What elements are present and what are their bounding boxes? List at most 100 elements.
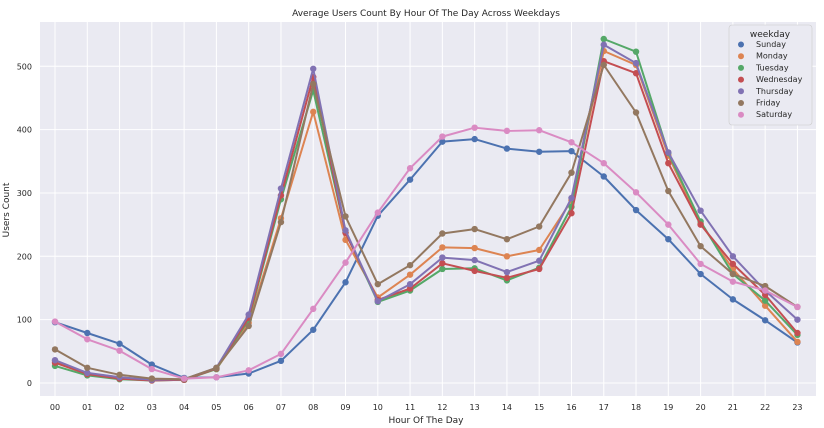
data-point [84, 329, 91, 337]
y-tick-label: 0 [27, 379, 32, 388]
data-point [697, 242, 704, 250]
data-point [761, 287, 769, 294]
data-point [794, 338, 801, 346]
data-point [213, 374, 220, 381]
grid-lines [40, 22, 816, 396]
x-tick-label: 19 [663, 403, 673, 412]
x-tick-label: 11 [405, 403, 415, 412]
data-point [761, 317, 769, 324]
data-point [148, 365, 156, 373]
data-point [277, 357, 285, 365]
y-tick-label: 200 [17, 252, 32, 261]
data-point [406, 280, 414, 288]
legend-label: Tuesday [755, 63, 789, 72]
x-tick-label: 06 [244, 403, 254, 412]
series-saturday [51, 124, 801, 382]
data-point [632, 70, 640, 77]
x-tick-label: 18 [631, 403, 641, 412]
data-point [503, 274, 511, 282]
data-point [600, 159, 607, 167]
series-line [54, 126, 798, 380]
x-tick-label: 17 [599, 403, 609, 412]
data-point [277, 350, 285, 358]
x-tick-label: 01 [82, 403, 92, 412]
legend-marker [738, 64, 744, 71]
data-point [600, 35, 607, 43]
data-point [729, 278, 737, 285]
data-point [568, 147, 575, 155]
data-point [374, 298, 381, 305]
y-axis-ticks: 0 100 200 300 400 500 [17, 62, 32, 388]
data-point [471, 256, 478, 264]
data-point [310, 326, 317, 333]
x-tick-label: 14 [502, 403, 512, 412]
data-point [342, 259, 349, 266]
data-point [536, 265, 543, 273]
data-point [439, 230, 446, 237]
data-point [374, 280, 381, 288]
series-line [54, 64, 798, 381]
data-point [310, 305, 317, 313]
data-point [729, 296, 737, 303]
data-point [342, 279, 349, 286]
data-point [761, 282, 769, 290]
data-point [665, 149, 672, 156]
legend: weekday Sunday Monday Tuesday Wednesday Thur… [728, 24, 813, 126]
data-point [310, 108, 317, 116]
x-tick-label: 08 [308, 403, 318, 412]
x-axis-label: Hour Of The Day [388, 416, 464, 426]
data-point [439, 260, 446, 267]
plot-area [40, 22, 816, 396]
data-point [148, 375, 156, 382]
data-point [697, 260, 704, 268]
data-point [277, 185, 285, 192]
data-point [406, 271, 414, 278]
data-point [632, 59, 640, 67]
data-point [600, 61, 607, 69]
data-point [761, 302, 769, 309]
legend-label: Saturday [756, 110, 792, 119]
y-tick-label: 300 [17, 189, 32, 198]
data-point [84, 364, 91, 371]
legend-label: Monday [756, 52, 788, 61]
data-point [665, 221, 672, 228]
data-point [794, 303, 801, 311]
data-point [794, 316, 801, 323]
data-point [697, 207, 704, 214]
data-point [148, 361, 156, 368]
series-line [54, 138, 798, 379]
legend-items: Sunday Monday Tuesday Wednesday Thursday Frid… [738, 40, 803, 119]
legend-marker [738, 53, 744, 60]
data-point [697, 270, 704, 278]
data-point [568, 139, 575, 146]
x-tick-label: 16 [566, 403, 576, 412]
legend-box [728, 24, 813, 126]
data-point [503, 235, 511, 243]
x-tick-label: 15 [534, 403, 544, 412]
data-point [632, 48, 640, 55]
x-tick-label: 09 [340, 403, 350, 412]
y-axis-label: Users Count [2, 182, 12, 237]
data-point [51, 356, 59, 364]
data-point [665, 187, 672, 195]
x-tick-label: 00 [50, 403, 60, 412]
data-point [471, 244, 478, 252]
data-point [503, 127, 511, 135]
data-point [632, 109, 640, 116]
x-tick-label: 05 [211, 403, 221, 412]
data-point [536, 246, 543, 254]
data-point [503, 145, 511, 152]
data-point [471, 225, 478, 233]
data-point [503, 268, 511, 276]
data-point [471, 267, 478, 275]
series-layer [51, 35, 801, 384]
data-point [213, 364, 220, 371]
data-point [310, 65, 317, 72]
x-tick-label: 10 [373, 403, 383, 412]
x-tick-label: 20 [696, 403, 706, 412]
legend-label: Friday [756, 99, 781, 108]
data-point [180, 375, 188, 382]
legend-marker [738, 76, 744, 83]
legend-marker [738, 41, 744, 48]
data-point [632, 189, 640, 196]
